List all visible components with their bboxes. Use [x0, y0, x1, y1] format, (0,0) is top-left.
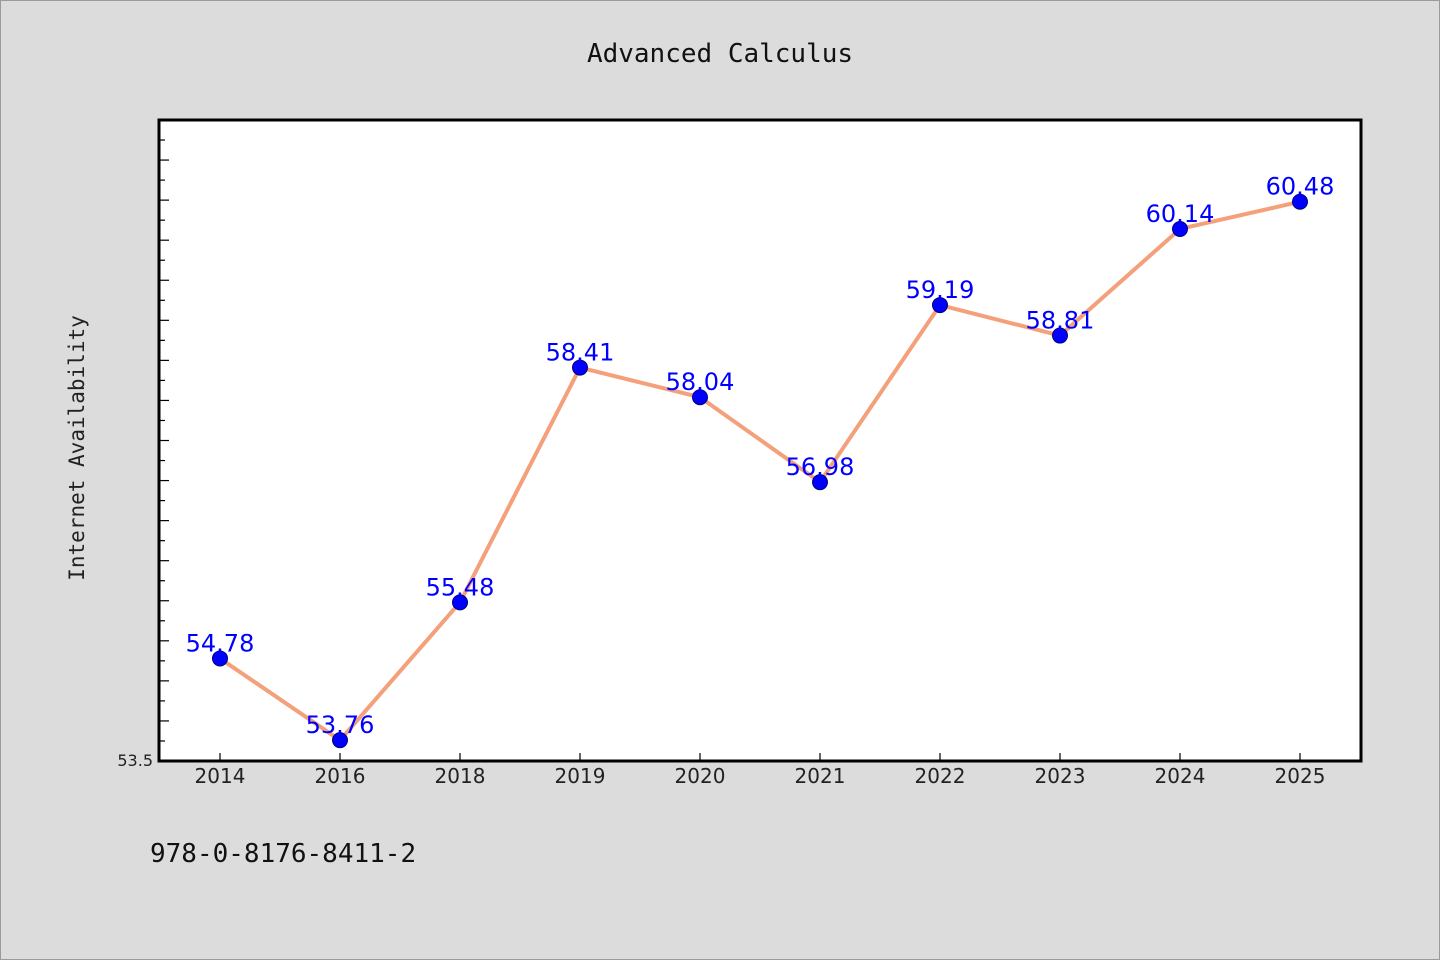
chart-title: Advanced Calculus [587, 39, 853, 69]
x-tick-label: 2014 [195, 764, 246, 788]
x-tick-label: 2024 [1155, 764, 1206, 788]
data-point [1292, 193, 1308, 210]
y-tick-label: 53.5 [117, 751, 153, 770]
isbn-footer: 978-0-8176-8411-2 [150, 839, 416, 869]
series-line [218, 199, 1302, 743]
data-label: 60.14 [1146, 200, 1215, 228]
data-label: 54.78 [186, 629, 255, 657]
data-point [212, 650, 228, 667]
data-point [332, 732, 348, 749]
data-label: 60.48 [1266, 173, 1335, 201]
data-point [572, 359, 588, 376]
y-axis-ticks: 53.5 [117, 119, 169, 770]
x-tick-label: 2018 [435, 764, 486, 788]
data-point [932, 297, 948, 314]
x-tick-label: 2021 [795, 764, 846, 788]
series-group: 54.78 53.76 55.48 58.41 58.04 56.98 59.19 58.81… [186, 173, 1335, 749]
data-label: 55.48 [426, 573, 495, 601]
data-label: 58.04 [666, 368, 735, 396]
data-label: 58.81 [1026, 307, 1095, 335]
x-tick-label: 2019 [555, 764, 606, 788]
data-label: 58.41 [546, 339, 615, 367]
plot-area [157, 118, 1363, 763]
data-label: 53.76 [306, 711, 375, 739]
y-axis-label: Internet Availability [65, 315, 89, 581]
x-tick-label: 2020 [675, 764, 726, 788]
x-tick-label: 2023 [1035, 764, 1086, 788]
x-tick-label: 2016 [315, 764, 366, 788]
data-point [1172, 220, 1188, 237]
data-point [452, 594, 468, 611]
data-point [692, 389, 708, 406]
data-label: 59.19 [906, 276, 975, 304]
data-label: 56.98 [786, 453, 855, 481]
data-point [1052, 327, 1068, 344]
x-axis-ticks: 2014 2016 2018 2019 2020 2021 2022 2023 2024 2025 [195, 753, 1326, 788]
x-tick-label: 2025 [1275, 764, 1326, 788]
x-tick-label: 2022 [915, 764, 966, 788]
data-point [812, 474, 828, 491]
